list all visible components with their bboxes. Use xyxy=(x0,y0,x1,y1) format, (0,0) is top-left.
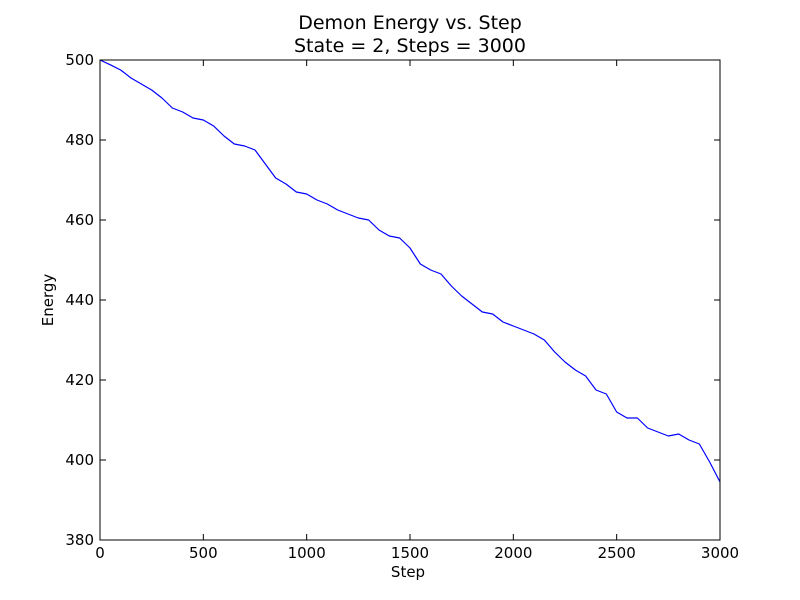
y-tick-label: 480 xyxy=(65,131,94,149)
x-tick-label: 2000 xyxy=(494,544,532,562)
y-tick-label: 380 xyxy=(65,531,94,549)
y-tick-label: 460 xyxy=(65,211,94,229)
chart-subtitle: State = 2, Steps = 3000 xyxy=(294,35,526,57)
x-axis-label: Step xyxy=(391,563,425,581)
chart-title: Demon Energy vs. Step xyxy=(298,12,522,34)
x-tick-label: 3000 xyxy=(701,544,739,562)
x-tick-label: 1000 xyxy=(288,544,326,562)
y-tick-label: 420 xyxy=(65,371,94,389)
x-tick-label: 2500 xyxy=(598,544,636,562)
plot-area xyxy=(100,60,720,540)
x-tick-label: 500 xyxy=(189,544,218,562)
y-tick-label: 500 xyxy=(65,51,94,69)
tick-labels-group: 0 500 1000 1500 2000 2500 3000 380 400 420 440 460 4… xyxy=(65,51,739,562)
x-tick-label: 1500 xyxy=(391,544,429,562)
series-line xyxy=(99,59,721,483)
plot-frame xyxy=(99,59,721,541)
x-tick-label: 0 xyxy=(95,544,105,562)
y-tick-label: 400 xyxy=(65,451,94,469)
y-axis-label: Energy xyxy=(39,274,57,327)
y-tick-label: 440 xyxy=(65,291,94,309)
